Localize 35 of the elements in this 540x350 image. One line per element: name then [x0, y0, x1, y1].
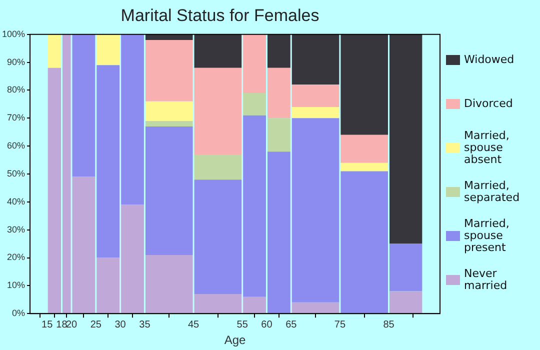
legend-label: Married, separated: [464, 179, 521, 204]
bar: [145, 101, 193, 121]
legend-label: Married, spouse absent: [464, 129, 510, 166]
x-tick-label: 65: [286, 319, 298, 330]
x-tick-label: 20: [66, 319, 78, 330]
x-tick-label: 25: [90, 319, 102, 330]
y-tick-label: 40%: [7, 196, 26, 206]
bar: [292, 106, 340, 118]
x-tick-label: 75: [334, 319, 346, 330]
legend-label: Married, spouse present: [464, 217, 510, 254]
x-tick-label: 30: [114, 319, 126, 330]
x-tick-label: 18: [56, 319, 68, 330]
y-tick-label: 10%: [7, 280, 26, 290]
y-tick-label: 60%: [7, 140, 26, 151]
bar: [340, 134, 388, 163]
legend-label: Divorced: [464, 97, 513, 110]
y-tick-label: 80%: [7, 84, 26, 95]
y-tick-label: 90%: [7, 56, 26, 67]
x-tick-label: 15: [42, 319, 54, 330]
x-tick-label: 60: [261, 319, 273, 330]
x-tick-label: 85: [383, 319, 395, 330]
x-axis-title: Age: [224, 333, 246, 348]
legend-label: Widowed: [464, 53, 514, 66]
y-tick-label: 70%: [7, 112, 26, 123]
x-tick-label: 35: [139, 319, 151, 330]
y-tick-label: 20%: [7, 252, 26, 262]
y-tick-label: 50%: [7, 168, 26, 178]
x-tick-label: 45: [188, 319, 200, 330]
bar: [340, 162, 388, 172]
y-tick-label: 30%: [7, 224, 26, 234]
y-tick-label: 0%: [12, 308, 26, 318]
chart-title: Marital Status for Females: [120, 6, 320, 25]
x-tick-label: 55: [236, 319, 248, 330]
y-tick-label: 100%: [2, 28, 26, 39]
legend-label: Never married: [464, 267, 508, 292]
